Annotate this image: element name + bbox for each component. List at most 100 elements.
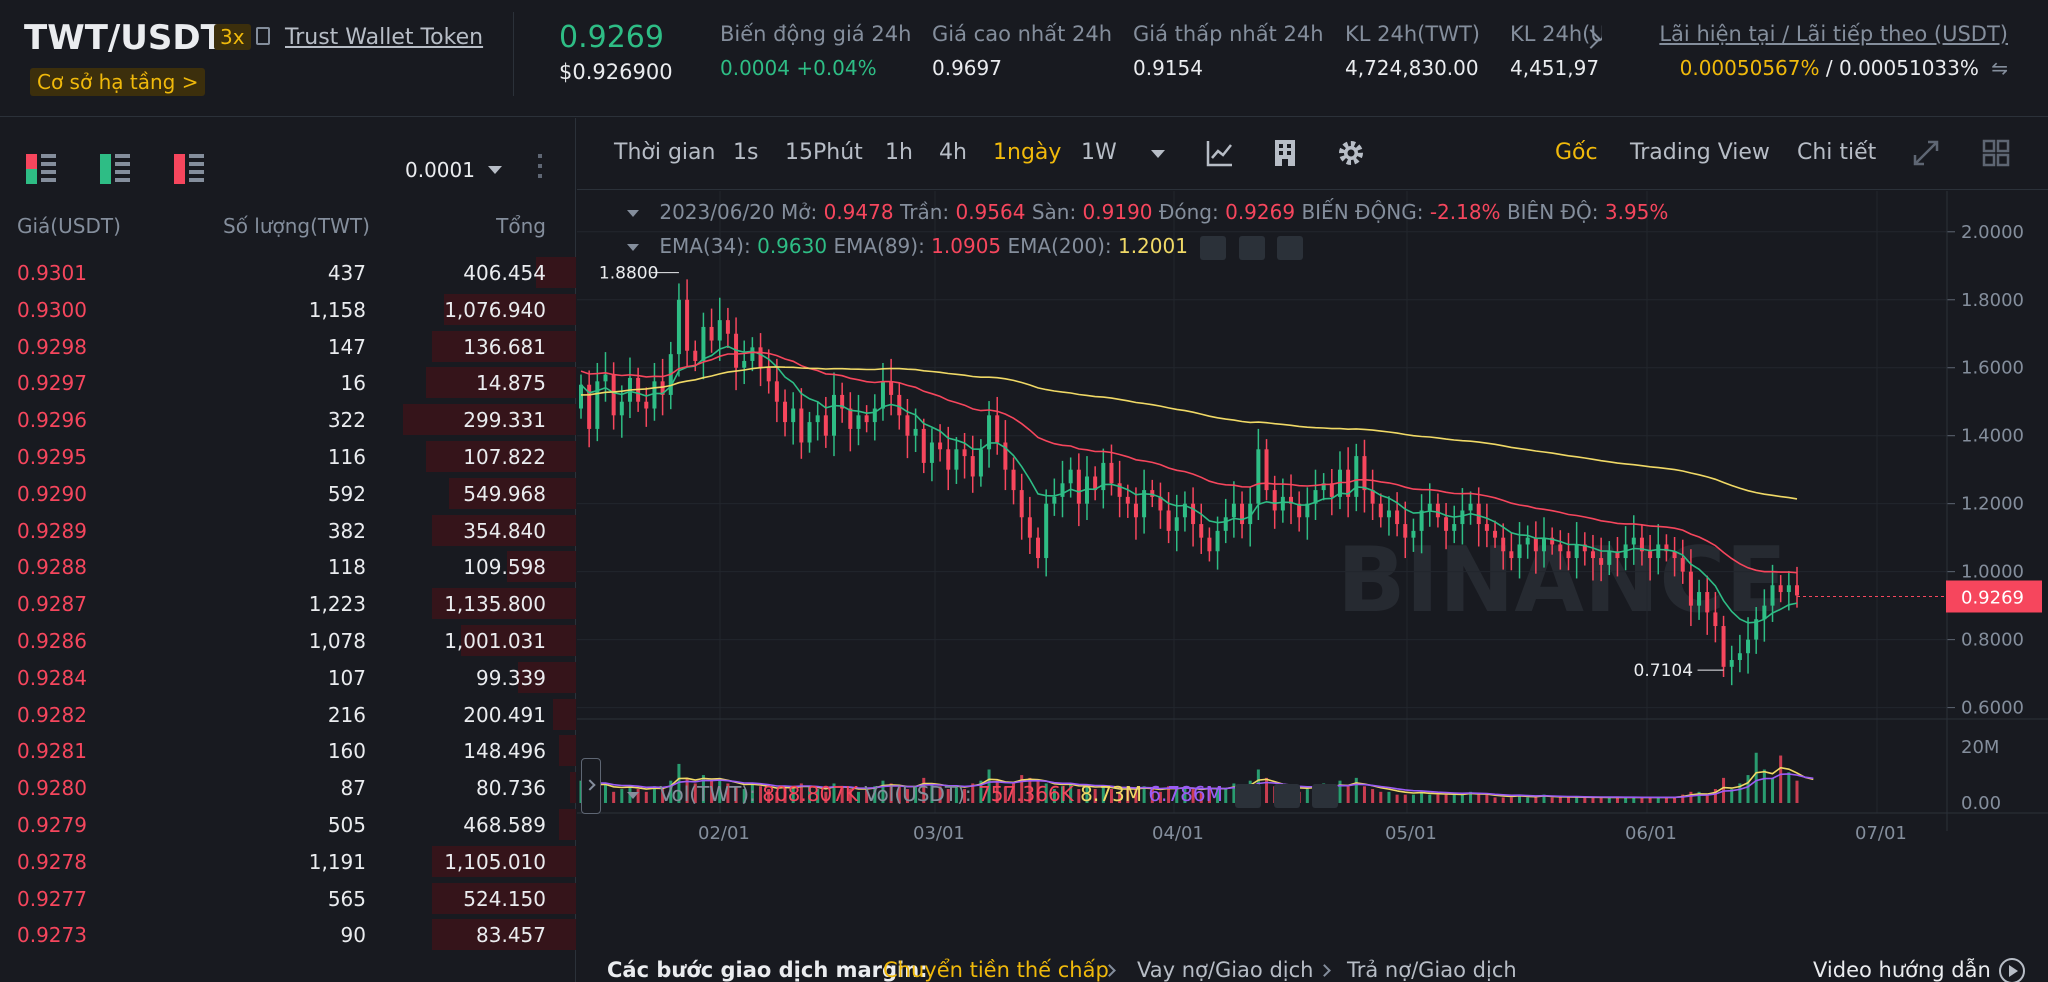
interval-1s[interactable]: 1s: [733, 140, 759, 165]
fullscreen-icon[interactable]: [1911, 138, 1941, 168]
expand-sidebar-tab[interactable]: [581, 758, 601, 814]
candle-body: [1411, 530, 1416, 538]
video-guide-link[interactable]: Video hướng dẫn: [1813, 958, 1991, 982]
orderbook-row[interactable]: 0.9286 1,078 1,001.031: [0, 622, 576, 659]
orderbook-row[interactable]: 0.9277 565 524.150: [0, 880, 576, 917]
category-tag[interactable]: Cơ sở hạ tầng >: [30, 68, 206, 96]
orderbook-row[interactable]: 0.9284 107 99.339: [0, 659, 576, 696]
ema200-line: [580, 366, 1798, 500]
volume-bar: [1746, 775, 1750, 803]
building-icon[interactable]: [1270, 138, 1300, 168]
x-tick-label: 03/01: [913, 823, 965, 844]
ema-legend: EMA(34): 0.9630 EMA(89): 1.0905 EMA(200)…: [627, 234, 1304, 260]
orderbook-row[interactable]: 0.9300 1,158 1,076.940: [0, 291, 576, 328]
row-total: 14.875: [476, 371, 546, 396]
orderbook-row[interactable]: 0.9298 147 136.681: [0, 328, 576, 365]
play-icon[interactable]: [1999, 958, 2025, 982]
depth-bar: [432, 330, 576, 362]
orderbook-row[interactable]: 0.9290 592 549.968: [0, 475, 576, 512]
x-tick-label: 02/01: [698, 823, 750, 844]
volume-bar: [799, 783, 803, 803]
document-icon[interactable]: [256, 27, 270, 45]
orderbook-row[interactable]: 0.9279 505 468.589: [0, 806, 576, 843]
orderbook-row[interactable]: 0.9273 90 83.457: [0, 916, 576, 953]
more-options-icon[interactable]: [538, 154, 542, 182]
depth-bar: [535, 257, 576, 288]
candlestick-chart[interactable]: BINANCE 2.0000 1.8000 1.6000 1.4000 1.2000 1.…: [577, 191, 2048, 961]
volume-bar: [1354, 777, 1358, 803]
funding-values: 0.00050567% / 0.00051033% ⇋: [1659, 56, 2008, 80]
volume-bar: [669, 780, 673, 803]
candle-body: [1590, 551, 1595, 559]
ema89-line: [580, 351, 1798, 574]
candle-body: [1256, 449, 1261, 504]
settings-icon[interactable]: [1273, 783, 1300, 808]
row-qty: 147: [327, 334, 366, 359]
interval-15m[interactable]: 15Phút: [785, 140, 863, 165]
swap-icon[interactable]: ⇋: [1991, 56, 2008, 80]
pair-symbol[interactable]: TWT/USDT: [24, 18, 224, 58]
step-transfer-collateral[interactable]: Chuyển tiền thế chấp: [883, 958, 1109, 982]
ema200-label: EMA(200):: [1007, 234, 1112, 258]
gear-icon[interactable]: [1336, 138, 1366, 168]
volume-bar: [783, 786, 787, 803]
eye-icon[interactable]: [1200, 235, 1227, 260]
candle-body: [1525, 537, 1530, 545]
orderbook-row[interactable]: 0.9282 216 200.491: [0, 696, 576, 733]
both-sides-view-icon[interactable]: [26, 154, 56, 184]
view-trading-view[interactable]: Trading View: [1630, 140, 1770, 165]
depth-bar: [432, 514, 576, 546]
candle-body: [889, 381, 894, 395]
asks-only-view-icon[interactable]: [174, 154, 204, 184]
collapse-caret-icon[interactable]: [627, 210, 639, 217]
indicator-icon[interactable]: [1205, 138, 1235, 168]
step-repay-trade[interactable]: Trả nợ/Giao dịch: [1347, 958, 1517, 982]
volume-bar: [963, 789, 967, 803]
orderbook-row[interactable]: 0.9287 1,223 1,135.800: [0, 585, 576, 622]
row-price: 0.9279: [17, 812, 87, 837]
orderbook-row[interactable]: 0.9289 382 354.840: [0, 512, 576, 549]
interval-1w[interactable]: 1W: [1081, 140, 1117, 165]
orderbook-row[interactable]: 0.9297 16 14.875: [0, 364, 576, 401]
volume-bar: [1469, 791, 1473, 803]
token-name-link[interactable]: Trust Wallet Token: [285, 25, 484, 50]
funding-label[interactable]: Lãi hiện tại / Lãi tiếp theo (USDT): [1659, 22, 2008, 46]
volume-bar: [718, 777, 722, 803]
orderbook-row[interactable]: 0.9280 87 80.736: [0, 769, 576, 806]
volume-bar: [1028, 777, 1032, 803]
step-borrow-trade[interactable]: Vay nợ/Giao dịch: [1137, 958, 1314, 982]
orderbook-row[interactable]: 0.9288 118 109.598: [0, 548, 576, 585]
volume-bar: [1158, 791, 1162, 803]
y-tick-label: 0.6000: [1961, 698, 2024, 719]
volume-bar: [1003, 786, 1007, 803]
interval-1h[interactable]: 1h: [885, 140, 913, 165]
collapse-caret-icon[interactable]: [627, 792, 639, 799]
collapse-caret-icon[interactable]: [627, 244, 639, 251]
eye-icon[interactable]: [1235, 783, 1262, 808]
row-price: 0.9286: [17, 628, 87, 653]
bids-only-view-icon[interactable]: [100, 154, 130, 184]
chevron-down-icon[interactable]: [488, 166, 502, 174]
settings-icon[interactable]: [1238, 235, 1265, 260]
orderbook-row[interactable]: 0.9295 116 107.822: [0, 438, 576, 475]
candle-body: [1297, 503, 1302, 518]
interval-1d[interactable]: 1ngày: [993, 140, 1062, 165]
close-icon[interactable]: [1277, 235, 1304, 260]
orderbook-row[interactable]: 0.9278 1,191 1,105.010: [0, 843, 576, 880]
orderbook-row[interactable]: 0.9296 322 299.331: [0, 401, 576, 438]
candle-body: [1501, 537, 1506, 552]
layout-grid-icon[interactable]: [1981, 138, 2011, 168]
close-icon[interactable]: [1311, 783, 1338, 808]
orderbook-row[interactable]: 0.9281 160 148.496: [0, 732, 576, 769]
view-depth[interactable]: Chi tiết: [1797, 140, 1877, 165]
volume-bar: [1526, 797, 1530, 803]
candle-body: [1240, 503, 1245, 525]
interval-4h[interactable]: 4h: [939, 140, 967, 165]
view-original[interactable]: Gốc: [1555, 140, 1598, 165]
volume-bar: [1403, 794, 1407, 803]
interval-more-chevron-icon[interactable]: [1151, 150, 1165, 158]
orderbook-row[interactable]: 0.9301 437 406.454: [0, 254, 576, 291]
tick-size-select[interactable]: 0.0001: [405, 158, 475, 182]
candle-body: [970, 456, 975, 477]
candle-body: [1370, 490, 1375, 504]
